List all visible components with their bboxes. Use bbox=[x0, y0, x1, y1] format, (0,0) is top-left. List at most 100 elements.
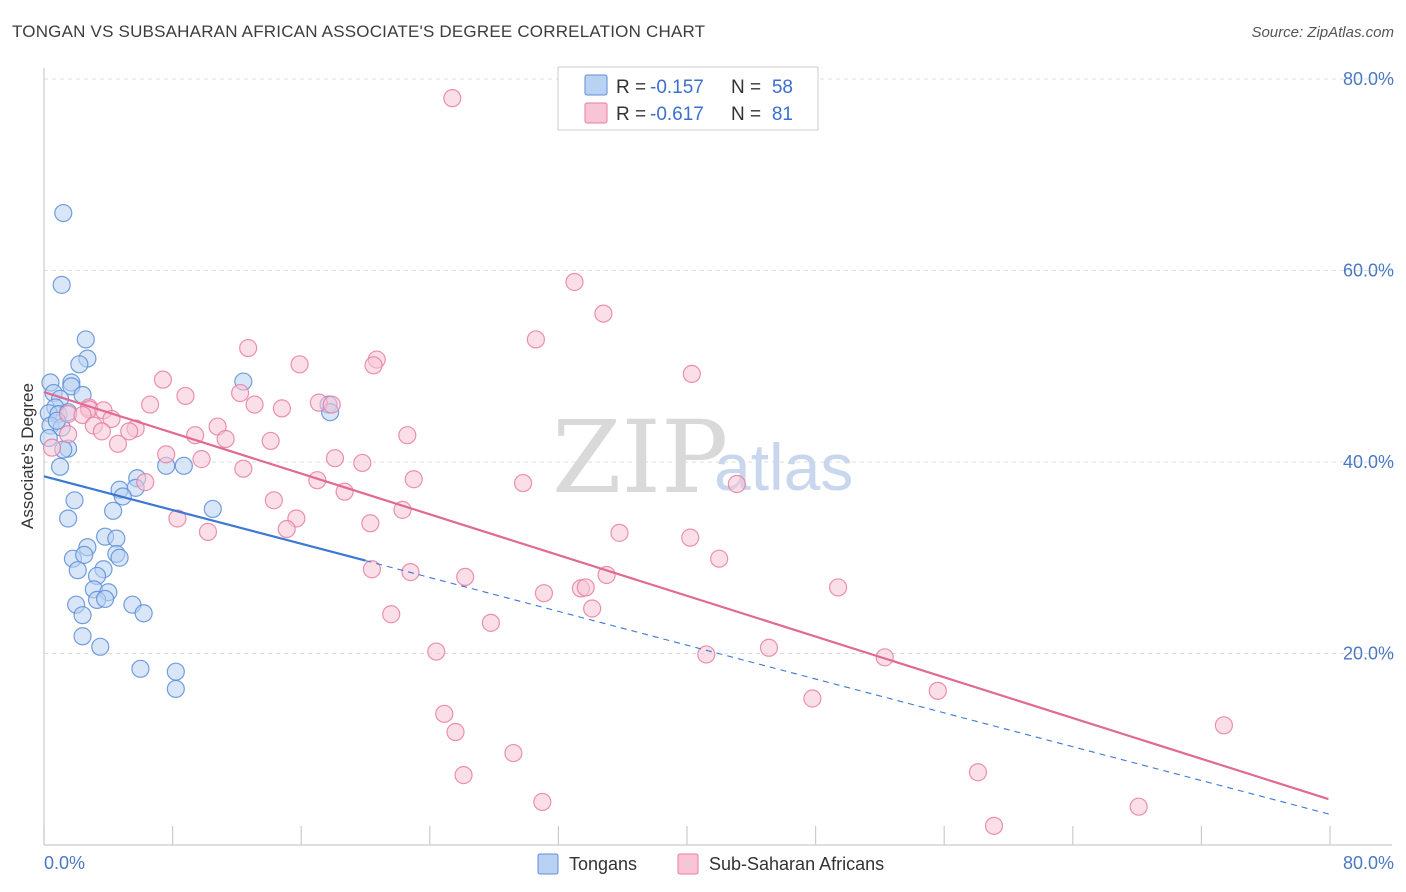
africans-point-51 bbox=[277, 519, 296, 539]
bottom-legend-label-tongans: Tongans bbox=[569, 854, 637, 874]
axes bbox=[43, 68, 1392, 846]
africans-point-56 bbox=[362, 560, 382, 579]
series-africans bbox=[42, 89, 1234, 835]
africans-point-63 bbox=[534, 584, 554, 603]
africans-point-55 bbox=[710, 549, 729, 568]
africans-point-73 bbox=[435, 704, 454, 723]
africans-point-27 bbox=[120, 422, 139, 441]
watermark: ZIP atlas bbox=[552, 399, 853, 516]
africans-point-80 bbox=[1129, 797, 1148, 816]
tongans-point-33 bbox=[107, 529, 126, 548]
africans-point-15 bbox=[322, 395, 341, 414]
chart-source: Source: ZipAtlas.com bbox=[1251, 24, 1394, 41]
legend-r-label-africans: R = bbox=[616, 104, 646, 125]
legend-box: R = -0.157 N = 58 R = -0.617 N = 81 bbox=[557, 66, 819, 131]
africans-point-3 bbox=[526, 330, 545, 349]
africans-point-33 bbox=[108, 434, 128, 453]
africans-point-13 bbox=[140, 395, 160, 414]
africans-point-44 bbox=[136, 473, 155, 492]
africans-point-1 bbox=[565, 272, 584, 292]
africans-point-4 bbox=[239, 338, 258, 358]
africans-point-66 bbox=[481, 613, 500, 632]
africans-point-6 bbox=[290, 355, 309, 374]
africans-point-31 bbox=[216, 429, 235, 449]
africans-point-47 bbox=[393, 500, 412, 519]
tongans-point-50 bbox=[73, 627, 92, 646]
africans-point-48 bbox=[168, 509, 187, 528]
africans-point-16 bbox=[272, 399, 292, 418]
trendline-tongans-solid bbox=[43, 475, 366, 562]
tongans-point-52 bbox=[131, 659, 150, 678]
africans-point-62 bbox=[829, 578, 848, 597]
series-tongans bbox=[39, 203, 340, 699]
tongans-point-1 bbox=[52, 275, 71, 294]
africans-point-21 bbox=[73, 405, 92, 425]
trendlines bbox=[43, 391, 1331, 815]
legend-n-value-tongans: 58 bbox=[772, 77, 793, 98]
africans-point-26 bbox=[92, 422, 111, 441]
legend-n-value-africans: 81 bbox=[772, 104, 793, 125]
africans-point-46 bbox=[264, 491, 283, 510]
tongans-point-37 bbox=[75, 545, 94, 564]
africans-point-11 bbox=[231, 383, 250, 403]
africans-point-0 bbox=[443, 89, 462, 108]
tongans-point-51 bbox=[91, 637, 110, 656]
tongans-point-45 bbox=[95, 589, 115, 609]
africans-point-10 bbox=[176, 386, 195, 406]
bottom-legend: Tongans Sub-Saharan Africans bbox=[537, 853, 884, 875]
legend-r-value-tongans: -0.157 bbox=[650, 77, 704, 98]
watermark-zip: ZIP bbox=[552, 399, 728, 516]
africans-point-65 bbox=[382, 605, 401, 624]
africans-point-39 bbox=[234, 459, 253, 478]
chart-title: TONGAN VS SUBSAHARAN AFRICAN ASSOCIATE'S… bbox=[12, 22, 706, 41]
tongans-point-48 bbox=[134, 604, 153, 623]
tongans-point-53 bbox=[166, 662, 185, 681]
legend-swatch-africans bbox=[584, 102, 608, 124]
tongans-point-31 bbox=[59, 509, 78, 528]
africans-point-42 bbox=[513, 473, 533, 493]
africans-point-78 bbox=[968, 763, 988, 782]
africans-point-35 bbox=[157, 445, 176, 464]
africans-point-81 bbox=[984, 816, 1004, 835]
y-tick-label-60: 60.0% bbox=[1343, 261, 1394, 281]
africans-point-41 bbox=[404, 470, 423, 489]
tongans-point-21 bbox=[50, 457, 70, 476]
africans-point-34 bbox=[42, 438, 62, 457]
africans-point-64 bbox=[583, 599, 602, 618]
tongans-point-54 bbox=[166, 679, 185, 699]
africans-point-36 bbox=[192, 450, 211, 469]
legend-n-label-tongans: N = bbox=[731, 77, 761, 98]
legend-n-label-africans: N = bbox=[731, 104, 761, 125]
africans-point-45 bbox=[335, 482, 354, 501]
africans-point-74 bbox=[446, 722, 465, 742]
tongans-point-39 bbox=[68, 561, 87, 580]
africans-point-79 bbox=[533, 792, 552, 812]
africans-point-2 bbox=[594, 304, 613, 323]
tongans-point-0 bbox=[54, 203, 73, 223]
africans-point-53 bbox=[610, 523, 629, 542]
trendline-africans bbox=[43, 391, 1329, 801]
tongans-point-30 bbox=[104, 501, 123, 520]
africans-point-32 bbox=[261, 431, 280, 451]
africans-point-58 bbox=[456, 567, 475, 587]
y-axis-title: Associate's Degree bbox=[18, 383, 37, 529]
africans-point-72 bbox=[803, 689, 822, 708]
africans-point-54 bbox=[681, 528, 700, 547]
africans-point-43 bbox=[727, 474, 746, 494]
x-ticks bbox=[43, 826, 1331, 845]
x-tick-label-min: 0.0% bbox=[44, 853, 85, 873]
legend-swatch-tongans bbox=[584, 74, 608, 96]
legend-r-label-tongans: R = bbox=[616, 77, 646, 98]
tongans-point-38 bbox=[110, 548, 129, 567]
africans-point-71 bbox=[928, 681, 947, 700]
tongans-point-49 bbox=[73, 606, 92, 625]
africans-point-40 bbox=[308, 471, 327, 490]
tongans-point-28 bbox=[65, 491, 84, 510]
africans-point-28 bbox=[59, 425, 78, 444]
tongans-point-23 bbox=[174, 456, 193, 475]
y-tick-labels: 20.0% 40.0% 60.0% 80.0% bbox=[1343, 69, 1394, 664]
bottom-legend-swatch-africans bbox=[677, 853, 699, 875]
africans-point-76 bbox=[504, 743, 523, 763]
africans-point-69 bbox=[697, 645, 716, 664]
